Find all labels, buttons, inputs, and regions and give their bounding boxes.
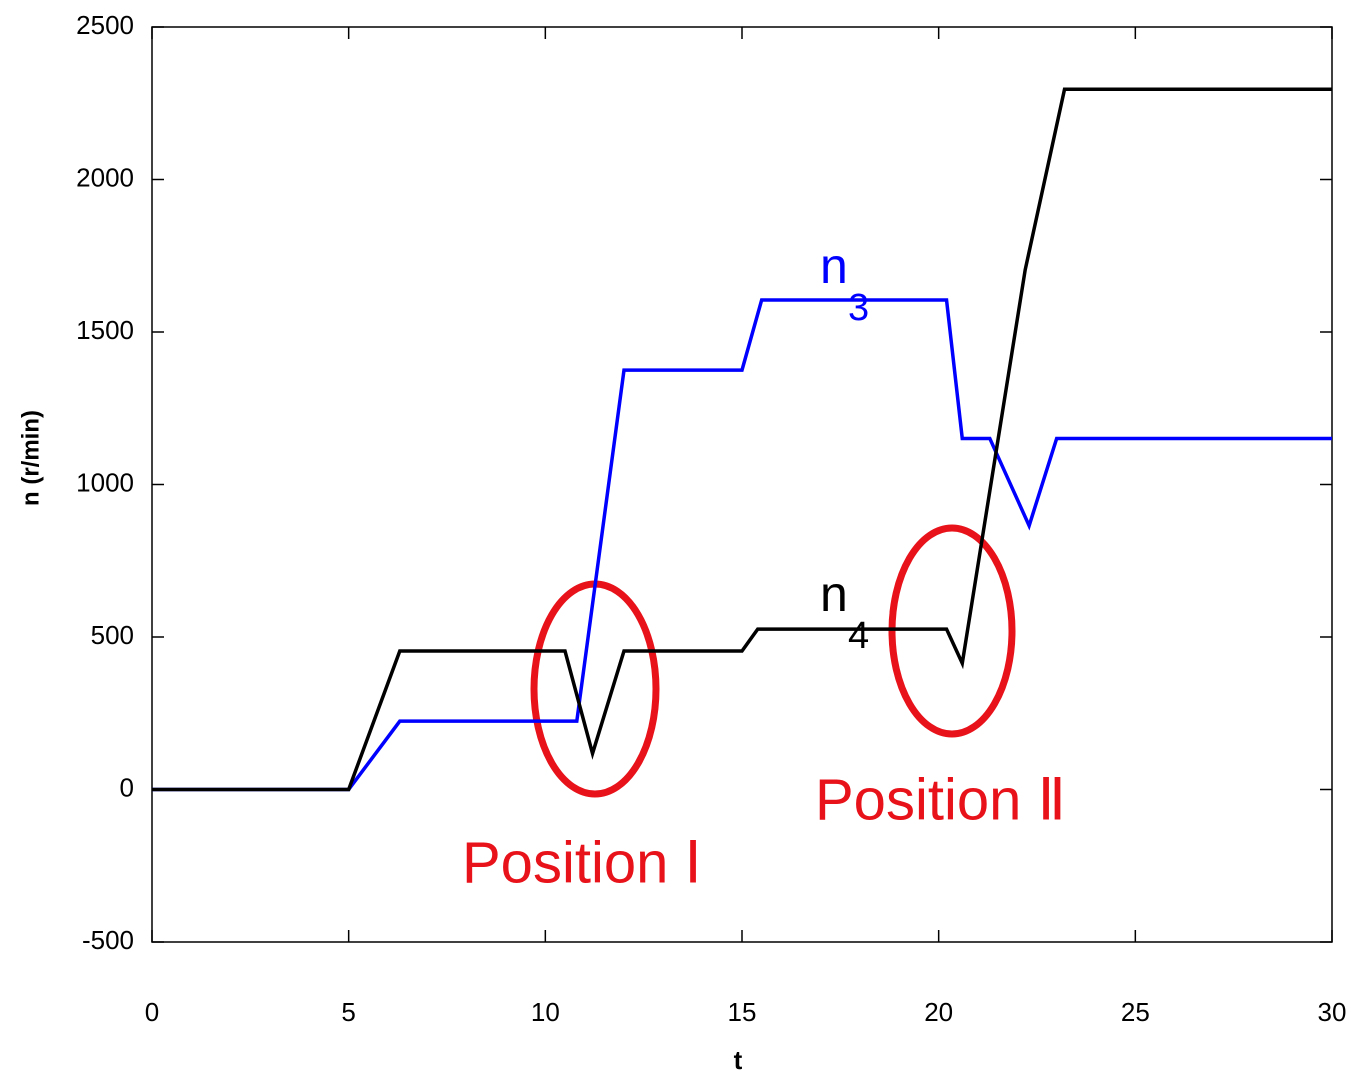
series-line: [152, 298, 1332, 792]
y-tick-label: 2000: [76, 162, 134, 192]
plot-frame: [151, 26, 1333, 943]
y-axis-label: n (r/min): [17, 410, 44, 506]
y-tick-label: 1500: [76, 315, 134, 345]
x-tick-label: 0: [145, 997, 159, 1027]
y-tick-label: 1000: [76, 467, 134, 497]
highlight-ellipse: [888, 524, 1016, 738]
annotation: Position Ⅱ: [815, 767, 1066, 832]
highlight-ellipse: [530, 580, 660, 798]
series-line: [152, 87, 1332, 792]
x-tick-label: 25: [1121, 997, 1150, 1027]
x-tick-label: 15: [728, 997, 757, 1027]
y-tick-label: 500: [91, 620, 134, 650]
x-tick-label: 10: [531, 997, 560, 1027]
series-label-subscript: 4: [848, 615, 869, 657]
y-tick-label: 2500: [76, 10, 134, 40]
y-tick-label: 0: [120, 772, 134, 802]
annotation: Position Ⅰ: [462, 830, 702, 895]
x-tick-label: 20: [924, 997, 953, 1027]
y-tick-label: -500: [82, 925, 134, 955]
x-tick-label: 30: [1318, 997, 1347, 1027]
x-tick-label: 5: [341, 997, 355, 1027]
series-label: n: [820, 238, 848, 294]
x-axis-label: t: [734, 1045, 743, 1075]
series-label-subscript: 3: [848, 287, 869, 329]
series-label: n: [820, 566, 848, 622]
